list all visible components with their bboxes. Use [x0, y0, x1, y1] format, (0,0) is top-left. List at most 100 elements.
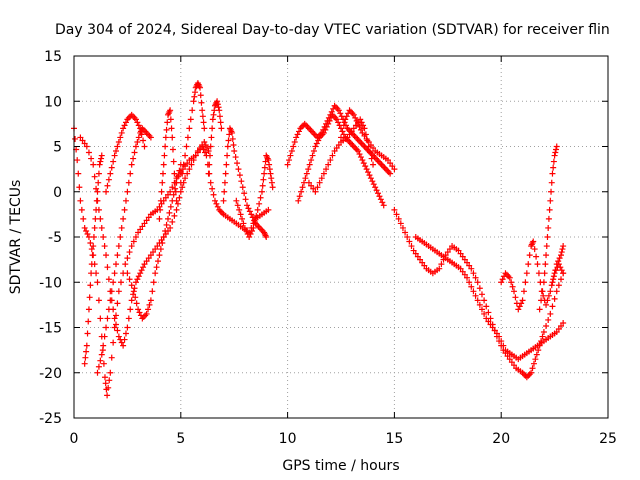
data-point: [367, 149, 374, 156]
x-axis-label: GPS time / hours: [282, 458, 399, 474]
data-point: [171, 170, 178, 177]
data-point: [93, 206, 100, 213]
data-point: [124, 255, 131, 262]
data-point: [77, 134, 84, 141]
data-point: [259, 182, 266, 189]
data-point: [328, 108, 335, 115]
data-point: [192, 89, 199, 96]
data-point: [206, 161, 213, 168]
data-point: [103, 188, 110, 195]
data-point: [246, 208, 253, 215]
data-point: [337, 110, 344, 117]
data-point: [361, 125, 368, 132]
data-point: [150, 279, 157, 286]
data-point: [455, 247, 462, 254]
data-point: [233, 197, 240, 204]
data-point: [117, 234, 124, 240]
data-point: [118, 129, 125, 136]
data-point: [404, 234, 411, 240]
data-point: [315, 137, 322, 144]
data-point: [540, 279, 547, 286]
data-point: [167, 188, 174, 195]
data-point: [157, 197, 164, 204]
axis-ticks: 0 5 10 15 20 25 -25 -20 -15 -10 -5 0 5 10 15: [39, 49, 617, 447]
series-track-e: [103, 111, 148, 195]
data-point: [115, 138, 122, 145]
data-point: [209, 116, 216, 123]
data-point: [555, 258, 562, 265]
data-point: [190, 157, 197, 164]
data-point: [472, 292, 479, 299]
data-point: [182, 175, 189, 182]
data-point: [102, 380, 109, 387]
data-point: [438, 261, 445, 268]
data-point: [162, 134, 169, 141]
data-point: [172, 179, 179, 186]
series-track-p: [391, 206, 567, 381]
data-point: [248, 211, 255, 218]
data-point: [161, 152, 168, 159]
data-point: [421, 262, 428, 269]
data-point: [126, 276, 133, 283]
data-point: [323, 123, 330, 130]
data-point: [200, 146, 207, 153]
x-tick-label: 5: [176, 431, 185, 447]
data-point: [114, 143, 121, 150]
data-point: [225, 137, 232, 144]
data-point: [210, 111, 217, 118]
data-point: [94, 188, 101, 195]
data-point: [158, 237, 165, 244]
data-point: [157, 246, 164, 253]
data-point: [261, 164, 268, 171]
data-point: [249, 214, 256, 221]
data-point: [310, 185, 317, 192]
data-point: [291, 138, 298, 145]
data-point: [358, 119, 365, 126]
data-point: [220, 197, 227, 204]
data-point: [541, 270, 548, 277]
data-point: [323, 166, 330, 173]
data-point: [516, 303, 523, 310]
data-point: [105, 306, 112, 313]
data-point: [174, 173, 181, 180]
data-point: [134, 276, 141, 283]
data-point: [560, 270, 567, 277]
data-point: [498, 338, 505, 345]
data-point: [366, 172, 373, 179]
data-point: [268, 179, 275, 186]
data-point: [94, 279, 101, 286]
data-point: [172, 188, 179, 195]
y-tick-label: -25: [39, 411, 62, 427]
data-point: [176, 167, 183, 174]
data-point: [143, 217, 150, 224]
data-point: [235, 166, 242, 173]
data-point: [314, 184, 321, 191]
data-point: [167, 203, 174, 210]
data-point: [352, 114, 359, 121]
data-point: [75, 170, 82, 177]
data-point: [200, 119, 207, 126]
data-point: [170, 158, 177, 165]
data-point: [412, 250, 419, 257]
x-tick-label: 15: [385, 431, 403, 447]
data-point: [363, 166, 370, 173]
data-point: [346, 131, 353, 138]
data-point: [133, 300, 140, 307]
data-point: [476, 301, 483, 308]
data-point: [232, 154, 239, 161]
data-point: [320, 129, 327, 136]
data-point: [549, 279, 556, 286]
data-point: [325, 161, 332, 168]
data-point: [138, 131, 145, 138]
data-point: [179, 166, 186, 173]
data-point: [113, 148, 120, 155]
data-point: [159, 240, 166, 247]
data-point: [105, 176, 112, 183]
data-point: [551, 270, 558, 277]
data-point: [408, 243, 415, 250]
data-point: [474, 297, 481, 304]
data-point: [491, 327, 498, 334]
data-point: [110, 339, 117, 346]
data-point: [338, 134, 344, 141]
